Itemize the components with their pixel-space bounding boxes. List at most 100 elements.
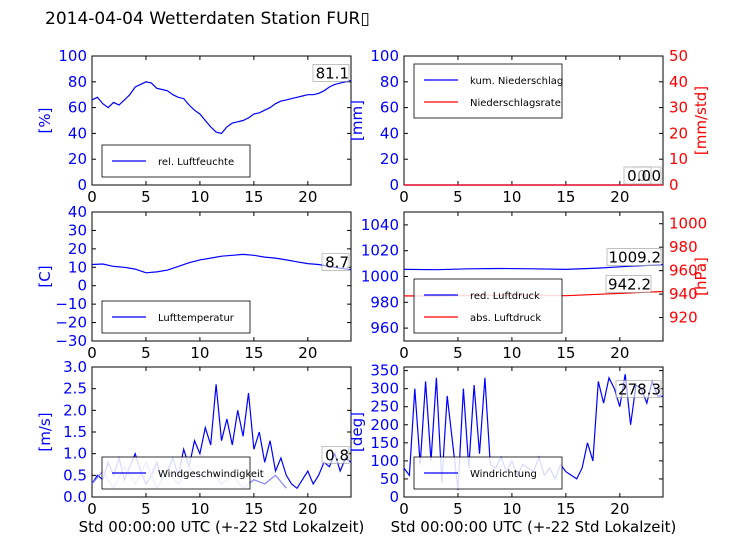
x-tick-label: 20 — [610, 344, 629, 362]
legend-box — [413, 278, 563, 334]
x-tick-label: 20 — [298, 188, 317, 206]
y-tick-label: 200 — [370, 416, 399, 434]
y-tick-label: 0.0 — [63, 488, 87, 506]
series-line — [91, 79, 352, 135]
y-axis-label: [%] — [36, 108, 54, 134]
y-tick-label: −30 — [55, 332, 87, 350]
y-tick-label: 1000 — [361, 268, 399, 286]
panel-frame — [91, 211, 352, 342]
x-tick-label: 0 — [87, 500, 97, 518]
y-tick-label: 50 — [380, 470, 399, 488]
value-box — [321, 446, 350, 464]
x-tick-label: 0 — [399, 344, 409, 362]
legend-label: rel. Luftfeuchte — [158, 157, 234, 168]
x-tick-label: 10 — [190, 344, 209, 362]
y-tick-label: 980 — [370, 293, 399, 311]
x-tick-label: 15 — [556, 188, 575, 206]
x-tick-label: 0 — [87, 344, 97, 362]
legend-label: abs. Luftdruck — [470, 313, 541, 324]
y-tick-label: −10 — [55, 295, 87, 313]
y-tick-label: 300 — [370, 380, 399, 398]
series-line — [91, 384, 352, 490]
y-tick-label: 2.0 — [63, 401, 87, 419]
y-tick-label-right: 940 — [669, 285, 698, 303]
series-line — [91, 253, 352, 274]
y-tick-label: 60 — [380, 99, 399, 117]
y-tick-label: 100 — [58, 47, 87, 65]
y-tick-label: 1.0 — [63, 445, 87, 463]
y-tick-label: 1.5 — [63, 423, 87, 441]
y-tick-label: 0 — [389, 176, 399, 194]
y-tick-label-right: 960 — [669, 262, 698, 280]
x-tick-label: 5 — [453, 500, 463, 518]
x-axis-label: Std 00:00:00 UTC (+-22 Std Lokalzeit) — [391, 518, 677, 536]
y-axis-label: [C] — [36, 265, 54, 287]
y-tick-label: 20 — [380, 150, 399, 168]
x-tick-label: 15 — [244, 188, 263, 206]
x-tick-label: 20 — [610, 500, 629, 518]
y-axis-label: [m/s] — [36, 412, 54, 451]
y-tick-label: 0 — [77, 176, 87, 194]
panel-frame — [403, 366, 664, 498]
x-tick-label: 15 — [244, 500, 263, 518]
y-axis-label: [deg] — [348, 412, 366, 452]
value-annotation: 942.2 — [608, 276, 651, 294]
value-box — [312, 64, 350, 82]
y-tick-label: 0 — [389, 488, 399, 506]
y-tick-label: 40 — [68, 124, 87, 142]
series-line — [403, 264, 664, 271]
legend-label: Windgeschwindigkeit — [158, 469, 264, 480]
value-annotation: 0.8 — [325, 446, 349, 464]
y-tick-label: 60 — [68, 99, 87, 117]
y-tick-label: 250 — [370, 398, 399, 416]
x-tick-label: 0 — [399, 500, 409, 518]
y-axis-label-right: [hPa] — [692, 257, 710, 296]
legend-label: kum. Niederschlag — [470, 76, 563, 87]
y-tick-label-right: 980 — [669, 238, 698, 256]
y-tick-label: 350 — [370, 362, 399, 380]
y-tick-label: 150 — [370, 434, 399, 452]
x-tick-label: 10 — [190, 188, 209, 206]
x-tick-label: 20 — [610, 188, 629, 206]
y-tick-label-right: 40 — [669, 73, 688, 91]
y-tick-label-right: 0 — [669, 176, 679, 194]
legend-label: red. Luftdruck — [470, 291, 540, 302]
y-tick-label: 100 — [370, 47, 399, 65]
panel-frame — [91, 55, 352, 186]
value-box — [623, 166, 652, 185]
x-tick-label: 0 — [399, 188, 409, 206]
value-box — [321, 253, 350, 271]
y-tick-label-right: 10 — [669, 150, 688, 168]
x-tick-label: 10 — [190, 500, 209, 518]
y-tick-label: 20 — [68, 150, 87, 168]
y-tick-label: 40 — [68, 203, 87, 221]
y-tick-label-right: 1000 — [669, 215, 707, 233]
y-tick-label-right: 50 — [669, 47, 688, 65]
value-box — [606, 248, 662, 266]
legend-box — [413, 63, 563, 119]
value-annotation: 278.3 — [618, 381, 661, 399]
y-tick-label: 3.0 — [63, 358, 87, 376]
x-tick-label: 20 — [298, 500, 317, 518]
y-tick-label: 0 — [77, 277, 87, 295]
x-tick-label: 0 — [87, 188, 97, 206]
x-tick-label: 5 — [141, 344, 151, 362]
y-tick-label-right: 20 — [669, 124, 688, 142]
y-tick-label: 80 — [380, 73, 399, 91]
y-tick-label: 1040 — [361, 216, 399, 234]
value-annotation: 1009.2 — [609, 249, 662, 267]
y-tick-label: 100 — [370, 452, 399, 470]
y-tick-label: 1020 — [361, 242, 399, 260]
y-tick-label: 960 — [370, 319, 399, 337]
x-tick-label: 10 — [502, 344, 521, 362]
y-tick-label: 0.5 — [63, 466, 87, 484]
x-tick-label: 5 — [453, 188, 463, 206]
value-annotation: 81.1 — [316, 64, 349, 82]
value-box — [615, 380, 662, 398]
value-annotation: 0.0 — [627, 167, 651, 185]
value-annotation: 8.7 — [325, 254, 349, 272]
y-tick-label: 2.5 — [63, 380, 87, 398]
y-tick-label: 40 — [380, 124, 399, 142]
y-tick-label: 80 — [68, 73, 87, 91]
